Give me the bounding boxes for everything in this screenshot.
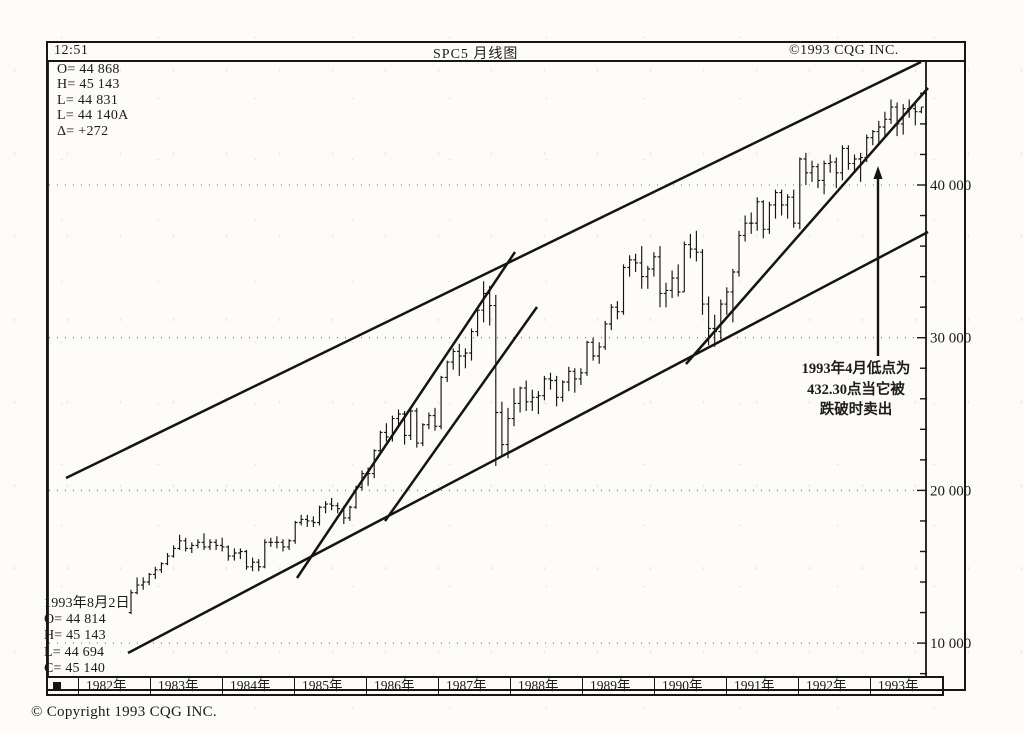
session-info-panel: 1993年8月2日 O= 44 814 H= 45 143 L= 44 694 … [44,596,130,677]
x-axis-year-label: 1993年 [870,678,942,694]
quote-low: L= 44 831 [57,92,119,108]
window-header: 12:51 SPC5 月线图 ©1993 CQG INC. [48,43,964,62]
session-close: C= 45 140 [44,660,106,676]
axis-marker-cell [48,678,78,694]
clock-time: 12:51 [54,43,89,58]
session-high: H= 45 143 [44,628,106,644]
quote-high: H= 45 143 [57,77,120,93]
x-axis-year-label: 1991年 [726,678,798,694]
black-square-icon [53,682,61,690]
session-open: O= 44 814 [44,612,106,628]
x-axis-year-label: 1985年 [294,678,366,694]
page-copyright: © Copyright 1993 CQG INC. [31,704,217,720]
x-axis-year-label: 1986年 [366,678,438,694]
x-axis-year-label: 1990年 [654,678,726,694]
annotation-line: 1993年4月低点为 [801,361,911,377]
quote-last: L= 44 140A [57,108,129,124]
x-axis-year-row: 1982年 1983年 1984年 1985年 1986年 1987年 1988年 1989年… [46,676,944,696]
quote-change: Δ= +272 [57,123,109,139]
quote-open: O= 44 868 [57,62,120,77]
x-axis-year-label: 1987年 [438,678,510,694]
x-axis-year-label: 1989年 [582,678,654,694]
session-date: 1993年8月2日 [44,596,130,611]
x-axis-year-label: 1992年 [798,678,870,694]
chart-title: SPC5 月线图 [433,47,519,62]
x-axis-year-label: 1988年 [510,678,582,694]
x-axis-year-label: 1982年 [78,678,150,694]
x-axis-year-label: 1984年 [222,678,294,694]
x-axis-year-label: 1983年 [150,678,222,694]
annotation-line: 跌破时卖出 [819,402,893,418]
session-low: L= 44 694 [44,644,105,660]
quote-info-panel: O= 44 868 H= 45 143 L= 44 831 L= 44 140A… [57,62,129,139]
sell-note-annotation: 1993年4月低点为 432.30点当它被 跌破时卖出 [781,359,931,421]
header-copyright: ©1993 CQG INC. [789,43,899,58]
annotation-line: 432.30点当它被 [807,381,905,398]
